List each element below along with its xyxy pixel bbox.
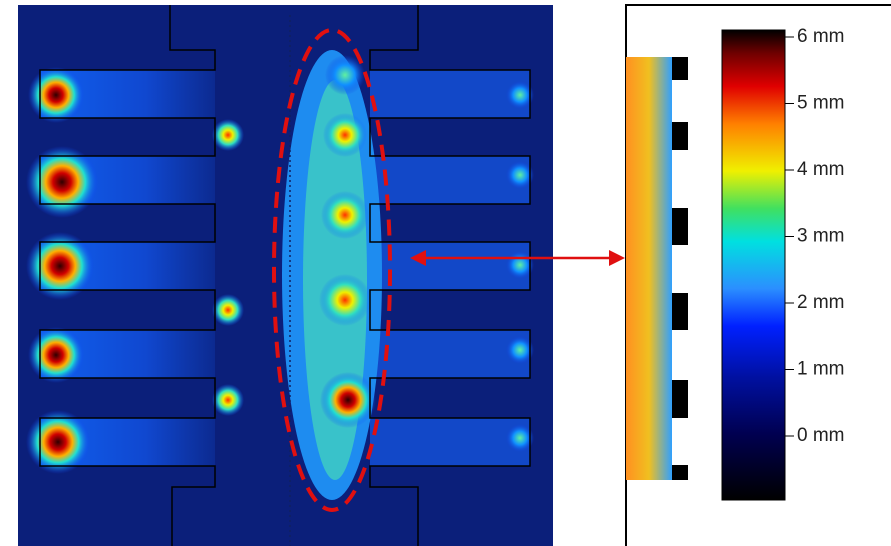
colorbar-label: 2 mm bbox=[797, 292, 845, 313]
colorbar-label: 0 mm bbox=[797, 425, 845, 446]
colorbar-label: 6 mm bbox=[797, 26, 845, 47]
colorbar-label: 4 mm bbox=[797, 159, 845, 180]
figure: 6 mm 5 mm 4 mm 3 mm 2 mm 1 mm 0 mm bbox=[0, 0, 891, 546]
figure-canvas: 6 mm 5 mm 4 mm 3 mm 2 mm 1 mm 0 mm bbox=[0, 0, 891, 546]
colorbar-ticks: 6 mm 5 mm 4 mm 3 mm 2 mm 1 mm 0 mm bbox=[785, 26, 845, 446]
colorbar-label: 1 mm bbox=[797, 359, 845, 380]
center-band bbox=[282, 50, 382, 500]
simulation-strip bbox=[626, 57, 672, 480]
colorbar-label: 5 mm bbox=[797, 93, 845, 114]
electrode-blocks bbox=[672, 57, 688, 480]
colorbar-label: 3 mm bbox=[797, 226, 845, 247]
colorbar bbox=[722, 30, 785, 500]
